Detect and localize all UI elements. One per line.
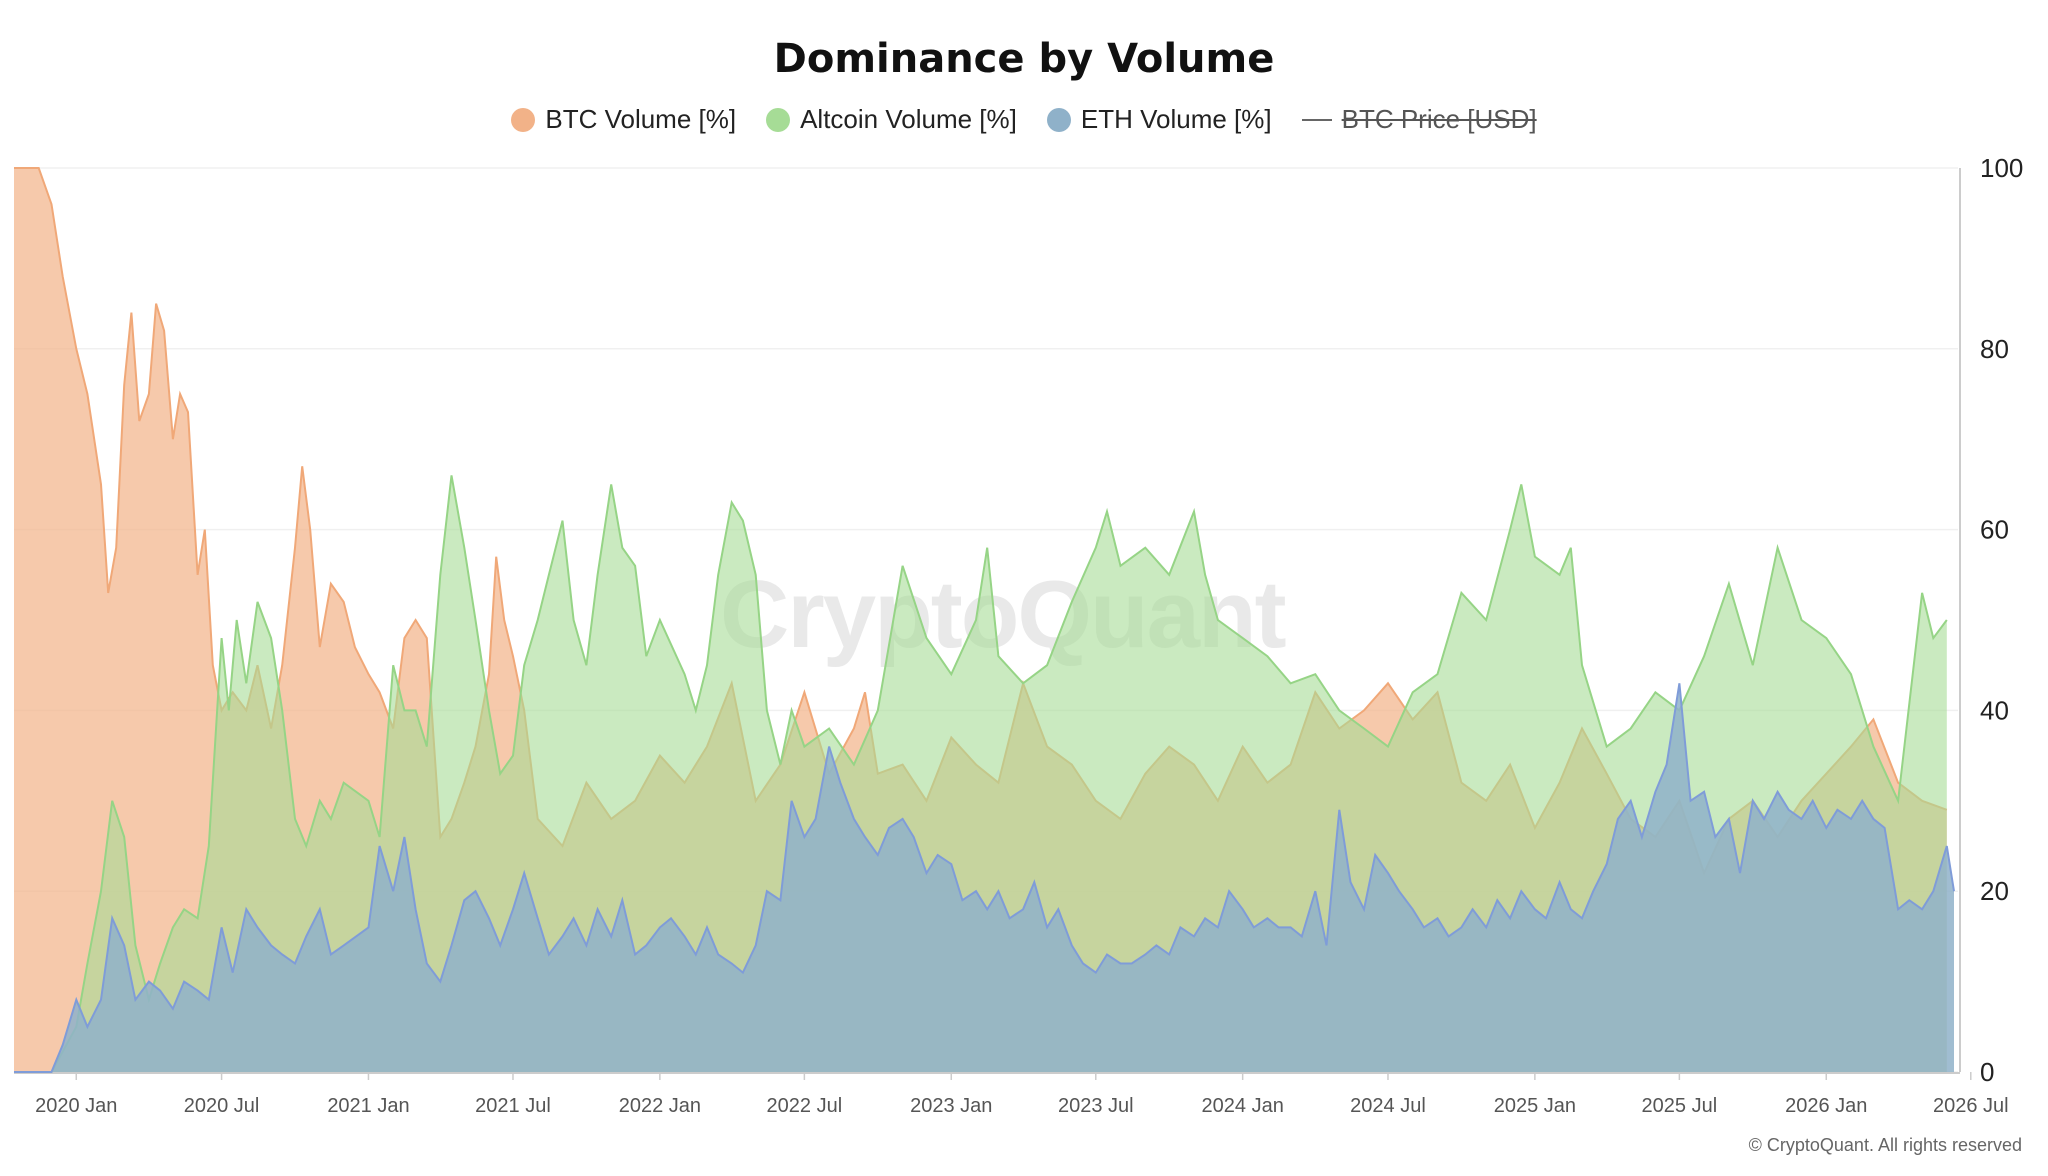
copyright-text: © CryptoQuant. All rights reserved [1748, 1135, 2022, 1155]
line-eth [14, 683, 1955, 1073]
x-tick-label: 2022 Jan [619, 1095, 701, 1117]
x-tick-label: 2021 Jan [327, 1095, 409, 1117]
legend-marker-btc [511, 107, 536, 132]
x-tick-label: 2023 Jan [910, 1095, 992, 1117]
y-tick-label: 60 [1980, 515, 2009, 545]
x-tick-label: 2022 Jul [767, 1095, 843, 1117]
area-eth [14, 683, 1954, 1072]
legend-marker-altcoin [766, 107, 791, 132]
y-tick-label: 40 [1980, 695, 2009, 725]
y-tick-label: 0 [1980, 1057, 1994, 1087]
x-tick-label: 2026 Jan [1785, 1095, 1867, 1117]
legend: BTC Volume [%] Altcoin Volume [%] ETH Volu… [0, 104, 2048, 135]
chart-title: Dominance by Volume [773, 36, 1275, 82]
legend-label-eth: ETH Volume [%] [1080, 104, 1272, 134]
y-tick-label: 100 [1980, 153, 2023, 183]
y-tick-label: 20 [1980, 876, 2009, 906]
legend-label-altcoin: Altcoin Volume [%] [800, 104, 1017, 134]
x-tick-label: 2020 Jul [184, 1095, 260, 1117]
legend-label-price: BTC Price [USD] [1341, 104, 1537, 134]
x-tick-label: 2024 Jan [1202, 1095, 1284, 1117]
x-tick-label: 2024 Jul [1350, 1095, 1426, 1117]
legend-item-altcoin[interactable]: Altcoin Volume [%] [766, 104, 1017, 135]
legend-item-eth[interactable]: ETH Volume [%] [1046, 104, 1272, 135]
x-tick-label: 2023 Jul [1058, 1095, 1134, 1117]
y-tick-label: 80 [1980, 334, 2009, 364]
legend-item-price[interactable]: BTC Price [USD] [1301, 104, 1537, 135]
x-tick-label: 2025 Jul [1642, 1095, 1718, 1117]
x-tick-label: 2025 Jan [1494, 1095, 1576, 1117]
legend-marker-price [1301, 118, 1332, 121]
legend-label-btc: BTC Volume [%] [545, 104, 737, 134]
x-tick-label: 2026 Jul [1933, 1095, 2009, 1117]
legend-marker-eth [1046, 107, 1071, 132]
x-tick-label: 2021 Jul [475, 1095, 551, 1117]
legend-item-btc[interactable]: BTC Volume [%] [511, 104, 736, 135]
x-tick-label: 2020 Jan [35, 1095, 117, 1117]
